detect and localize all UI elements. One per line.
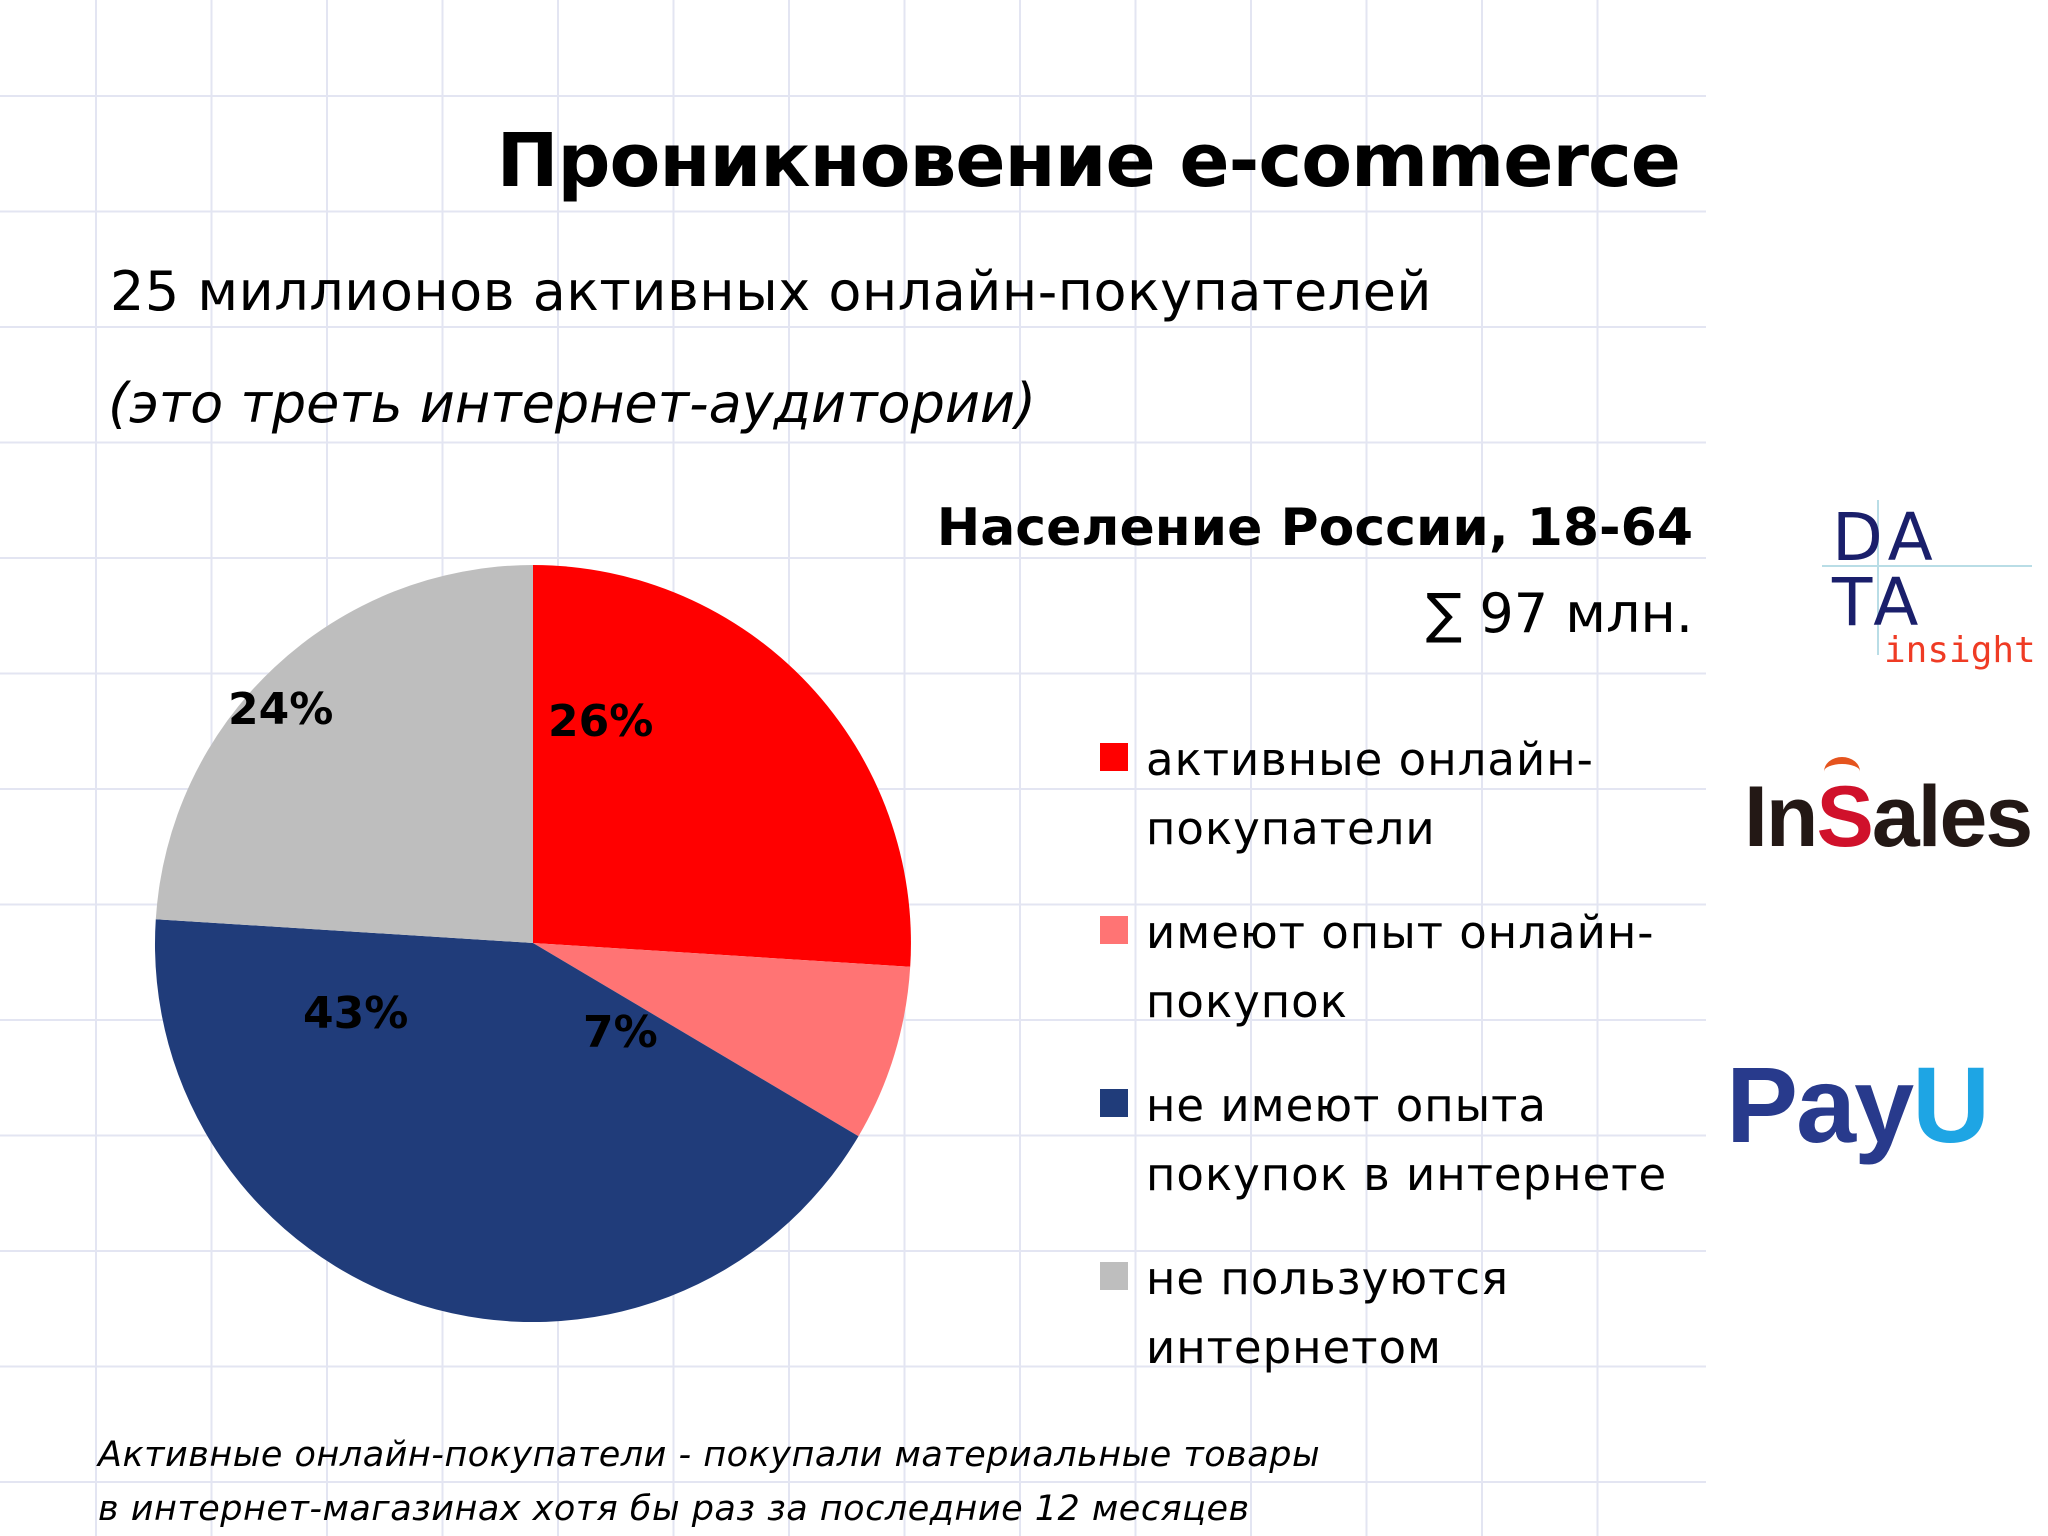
insales-logo-suffix: ales [1871, 769, 2033, 865]
page-title: Проникновение e-commerce [496, 118, 1681, 204]
subtitle-note: (это треть интернет-аудитории) [108, 372, 1037, 435]
payu-logo-pay: Pay [1726, 1044, 1914, 1165]
legend-swatch-pink-icon [1100, 916, 1128, 944]
footnote-line-2: в интернет-магазинах хотя бы раз за посл… [98, 1489, 1250, 1529]
data-insight-logo: DA TA insight [1822, 499, 2036, 670]
footnote: Активные онлайн-покупатели - покупали ма… [98, 1428, 1320, 1536]
logo-column-background [1706, 0, 2048, 1536]
payu-logo: PayU [1726, 1042, 1990, 1167]
pie-slice-experienced [533, 943, 911, 1137]
pie-label-no-internet: 24% [228, 684, 333, 735]
insales-logo: InSales [1744, 768, 2033, 867]
pie-label-experienced: 7% [583, 1007, 658, 1058]
legend-swatch-gray-icon [1100, 1262, 1128, 1290]
pie-chart: 26% 7% 43% 24% [154, 565, 911, 1323]
population-total: ∑ 97 млн. [1425, 582, 1693, 645]
data-logo-line-2: TA [1831, 564, 1924, 641]
legend-label: имеют опыт онлайн-покупок [1146, 906, 1655, 1028]
pie-slice-no-experience [154, 919, 859, 1323]
pie-slice-no-internet [155, 565, 534, 943]
legend-label: не имеют опыта покупок в интернете [1146, 1079, 1668, 1201]
pie-label-active: 26% [548, 696, 653, 747]
pie-label-no-experience: 43% [303, 988, 408, 1039]
payu-logo-u: U [1912, 1044, 1990, 1165]
legend-swatch-navy-icon [1100, 1089, 1128, 1117]
data-logo-line-1: DA [1832, 499, 1939, 576]
legend-label: активные онлайн-покупатели [1146, 733, 1594, 855]
footnote-line-1: Активные онлайн-покупатели - покупали ма… [98, 1435, 1321, 1475]
data-logo-insight-word: insight [1884, 630, 2036, 670]
pie-slice-active [533, 565, 911, 967]
legend-swatch-red-icon [1100, 743, 1128, 771]
chart-title: Население России, 18-64 [936, 498, 1693, 558]
legend-label: не пользуются интернетом [1146, 1252, 1510, 1374]
insales-logo-s: S [1816, 769, 1873, 865]
insales-logo-prefix: In [1744, 769, 1818, 865]
subtitle: 25 миллионов активных онлайн-покупателей [110, 260, 1433, 323]
